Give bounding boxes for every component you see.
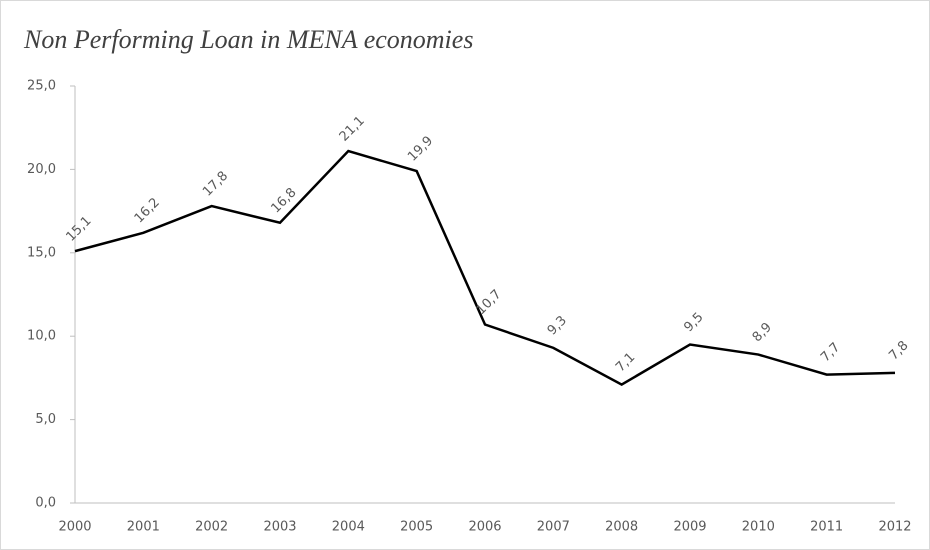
x-tick-label: 2002 bbox=[195, 520, 228, 535]
x-tick-label: 2010 bbox=[742, 520, 775, 535]
y-tick-label: 15,0 bbox=[27, 245, 56, 260]
x-tick-label: 2005 bbox=[400, 520, 433, 535]
x-tick-label: 2012 bbox=[878, 520, 911, 535]
x-tick-label: 2000 bbox=[58, 520, 91, 535]
x-tick-label: 2008 bbox=[605, 520, 638, 535]
x-tick-label: 2009 bbox=[673, 520, 706, 535]
y-tick-label: 0,0 bbox=[35, 496, 56, 511]
y-tick-label: 20,0 bbox=[27, 162, 56, 177]
y-tick-label: 10,0 bbox=[27, 329, 56, 344]
x-tick-label: 2001 bbox=[127, 520, 160, 535]
x-tick-label: 2004 bbox=[332, 520, 365, 535]
x-tick-label: 2003 bbox=[263, 520, 296, 535]
line-series bbox=[74, 149, 896, 387]
chart-title: Non Performing Loan in MENA economies bbox=[23, 25, 473, 54]
x-tick-label: 2006 bbox=[468, 520, 501, 535]
y-tick-label: 5,0 bbox=[35, 412, 56, 427]
x-tick-label: 2011 bbox=[810, 520, 843, 535]
x-tick-label: 2007 bbox=[537, 520, 570, 535]
y-tick-label: 25,0 bbox=[27, 79, 56, 94]
